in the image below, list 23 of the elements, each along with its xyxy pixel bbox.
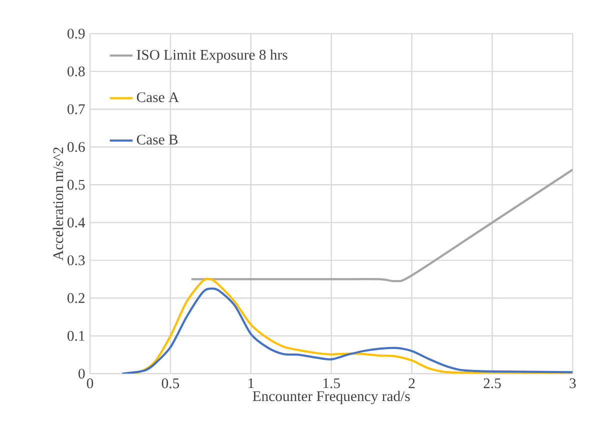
legend-label: Case A — [136, 92, 179, 102]
y-tick-label: 0.5 — [68, 180, 85, 190]
y-tick-label: 0 — [78, 368, 85, 379]
y-axis-title: Acceleration m/s^2 — [52, 147, 64, 261]
y-tick-label: 0.7 — [68, 104, 85, 114]
x-tick-label: 3 — [570, 378, 576, 388]
legend-label: ISO Limit Exposure 8 hrs — [136, 49, 288, 63]
y-tick-label: 0.2 — [68, 293, 84, 304]
y-tick-label: 0.4 — [68, 218, 86, 228]
legend-label: Case B — [136, 134, 178, 145]
y-tick-label: 0.3 — [68, 255, 85, 266]
x-tick-label: 0.5 — [162, 378, 180, 388]
x-tick-label: 2.5 — [484, 378, 501, 388]
x-tick-label: 2 — [408, 378, 415, 388]
y-tick-label: 0.8 — [68, 66, 85, 76]
x-axis-title: Encounter Frequency rad/s — [252, 390, 410, 404]
y-tick-label: 0.6 — [68, 142, 85, 152]
x-tick-label: 1.5 — [323, 378, 340, 388]
x-tick-label: 0 — [86, 378, 94, 388]
y-tick-label: 0.1 — [68, 330, 84, 341]
x-tick-label: 1 — [248, 378, 254, 388]
y-tick-label: 0.9 — [68, 28, 85, 39]
line-series — [190, 168, 573, 282]
